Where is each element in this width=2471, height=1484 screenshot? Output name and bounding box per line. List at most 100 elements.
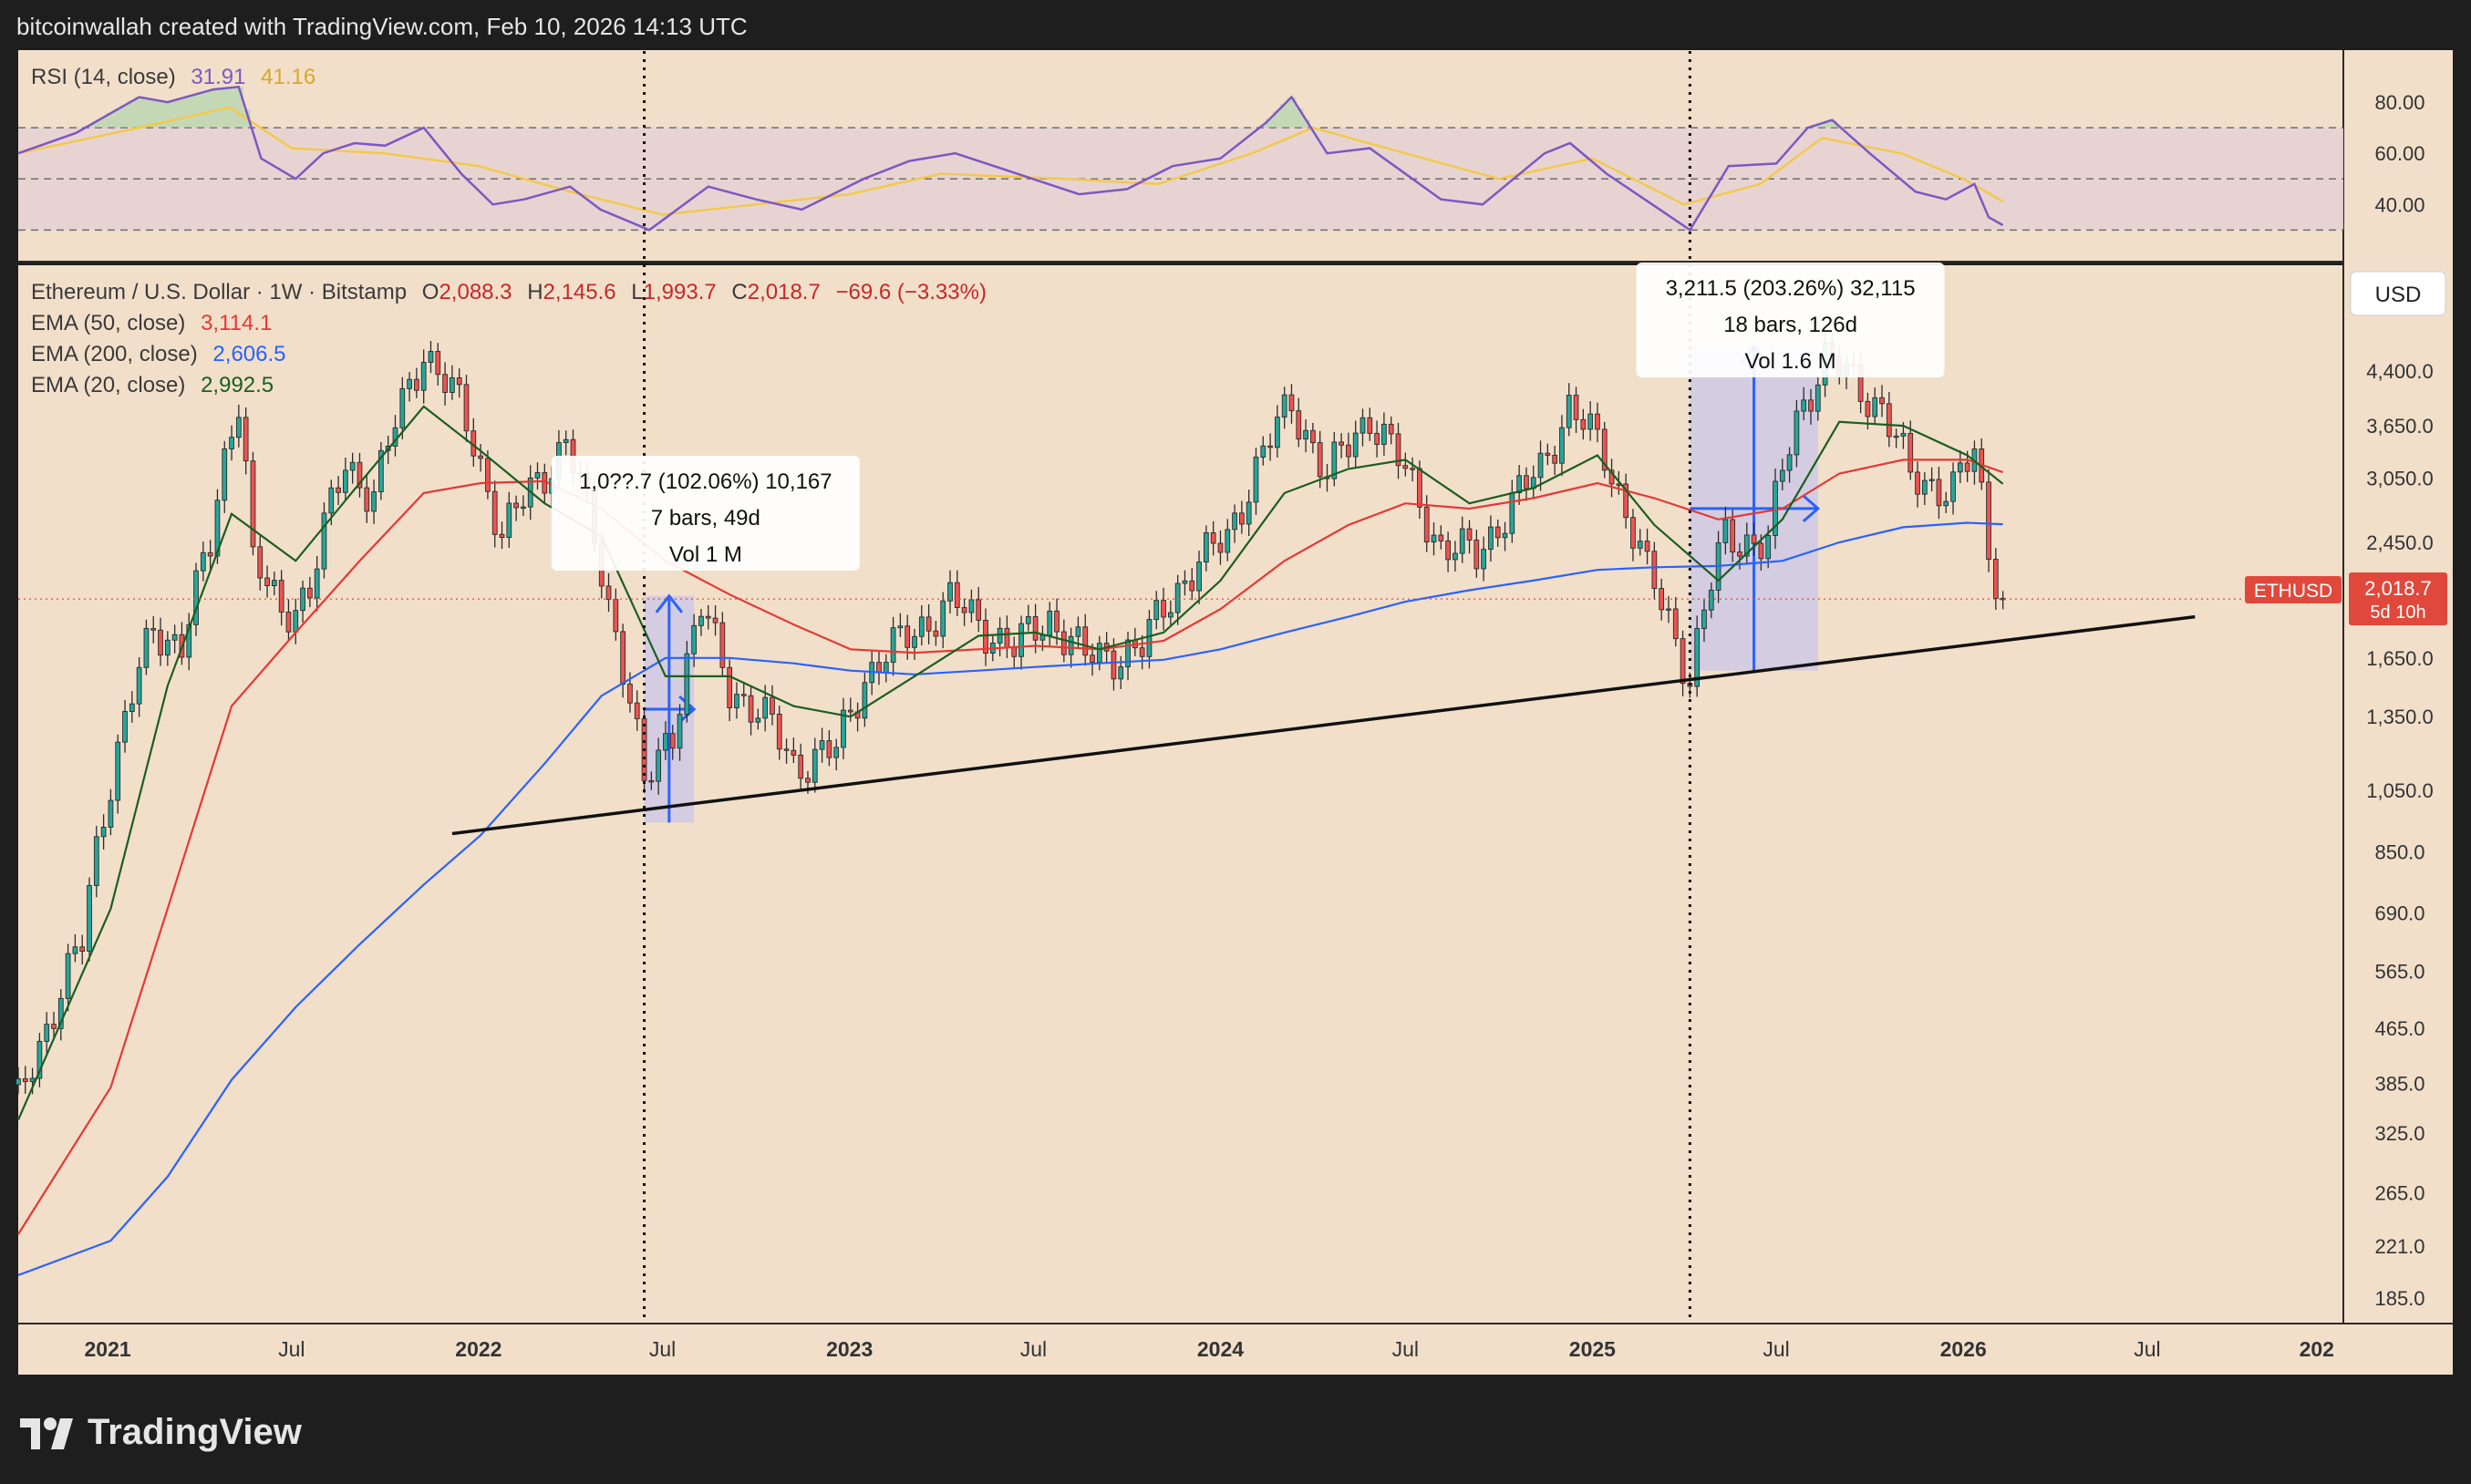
candle-down — [243, 417, 249, 462]
candle-up — [1352, 432, 1359, 458]
measure-2-label-line-3: Vol 1.6 M — [1745, 349, 1836, 374]
time-axis-area[interactable] — [18, 1324, 2453, 1375]
candle-down — [364, 487, 370, 512]
candle-up — [1203, 531, 1209, 563]
candle-down — [1751, 534, 1757, 544]
candle-down — [22, 1077, 28, 1083]
price-panel — [18, 265, 2343, 1324]
candle-down — [1964, 462, 1970, 472]
time-tick-label: Jul — [1020, 1337, 1047, 1361]
time-tick-label: 202 — [2300, 1337, 2334, 1361]
candle-down — [1317, 442, 1323, 478]
candle-down — [1438, 534, 1444, 541]
candle-down — [1672, 608, 1679, 640]
ema200-value: 2,606.5 — [212, 342, 285, 366]
last-price-tag: ETHUSD 2,018.7 5d 10h — [2245, 572, 2447, 625]
support-trendline — [451, 614, 2196, 836]
price-tick-label: 565.0 — [2374, 961, 2424, 984]
candle-up — [343, 469, 348, 493]
currency-button[interactable] — [2350, 271, 2446, 316]
candle-down — [1524, 475, 1529, 490]
candle-down — [1090, 654, 1095, 663]
candle-up — [200, 551, 206, 572]
candle-up — [1502, 532, 1508, 539]
candle-up — [1516, 475, 1523, 494]
candle-down — [1737, 551, 1742, 557]
time-tick-label: 2024 — [1197, 1337, 1244, 1361]
candle-up — [1872, 397, 1878, 417]
candle-up — [883, 662, 889, 674]
candle-up — [734, 694, 739, 709]
candle-down — [1161, 600, 1166, 618]
candle-down — [51, 1024, 57, 1029]
candle-up — [912, 635, 917, 648]
candle-up — [862, 682, 868, 719]
rsi-tick-label: 80.00 — [2374, 91, 2424, 114]
tradingview-wordmark: TradingView — [88, 1412, 303, 1452]
candle-up — [1637, 541, 1643, 549]
candle-down — [207, 551, 213, 557]
candle-up — [1801, 399, 1807, 412]
candle-down — [1608, 469, 1615, 485]
tradingview-logo[interactable]: TradingView — [20, 1412, 303, 1452]
candle-up — [1260, 445, 1267, 458]
candle-up — [1039, 634, 1046, 641]
candle-up — [506, 502, 512, 539]
candle-down — [1494, 526, 1501, 539]
candle-up — [1943, 500, 1949, 507]
candle-up — [229, 437, 234, 449]
measure-1-label-line-3: Vol 1 M — [669, 542, 742, 567]
candle-up — [171, 634, 178, 641]
candle-up — [420, 362, 427, 391]
candle-down — [1210, 531, 1216, 544]
price-tick-label: 465.0 — [2374, 1017, 2424, 1040]
ema-lines — [16, 405, 2004, 1276]
candle-up — [1253, 457, 1259, 503]
candle-up — [235, 417, 242, 438]
price-tick-label: 1,350.0 — [2366, 706, 2433, 728]
candle-up — [1281, 394, 1287, 418]
ohlc-low: 1,993.7 — [644, 280, 717, 304]
ohlc-open: 2,088.3 — [439, 280, 512, 304]
candle-down — [954, 582, 960, 609]
candle-down — [620, 631, 626, 685]
candle-down — [435, 351, 441, 376]
candle-up — [100, 826, 107, 838]
ema50-line — [17, 459, 2003, 1235]
candle-down — [847, 709, 853, 713]
candle-down — [1758, 542, 1764, 560]
candle-down — [1552, 454, 1558, 464]
candle-up — [1096, 643, 1102, 663]
candle-up — [656, 749, 662, 782]
price-tick-label: 325.0 — [2374, 1122, 2424, 1145]
candle-down — [442, 374, 448, 393]
candle-down — [1601, 428, 1608, 471]
price-axis-area[interactable] — [2344, 50, 2453, 1324]
candle-down — [150, 627, 157, 631]
candle-down — [1267, 445, 1273, 448]
candle-up — [563, 438, 569, 443]
candle-down — [613, 599, 619, 633]
candle-down — [669, 733, 676, 749]
candle-up — [698, 615, 704, 626]
price-tick-label: 1,050.0 — [2366, 779, 2433, 802]
candle-up — [1232, 512, 1237, 531]
candle-up — [328, 487, 335, 514]
candle-down — [1189, 580, 1195, 592]
candle-down — [1060, 631, 1067, 655]
price-tick-label: 3,050.0 — [2366, 468, 2433, 490]
candle-down — [463, 384, 470, 432]
price-tick-label: 265.0 — [2374, 1182, 2424, 1205]
candle-down — [1865, 400, 1871, 417]
time-tick-label: Jul — [649, 1337, 676, 1361]
candle-down — [485, 458, 491, 492]
candle-down — [748, 695, 754, 723]
rsi-legend-name: RSI (14, close) — [31, 65, 176, 89]
symbol-legend: Ethereum / U.S. Dollar · 1W · Bitstamp O… — [31, 280, 987, 304]
candle-up — [44, 1024, 50, 1042]
candle-up — [407, 378, 412, 389]
price-tick-label: 185.0 — [2374, 1287, 2424, 1310]
candle-up — [214, 500, 221, 557]
candle-down — [250, 460, 256, 548]
